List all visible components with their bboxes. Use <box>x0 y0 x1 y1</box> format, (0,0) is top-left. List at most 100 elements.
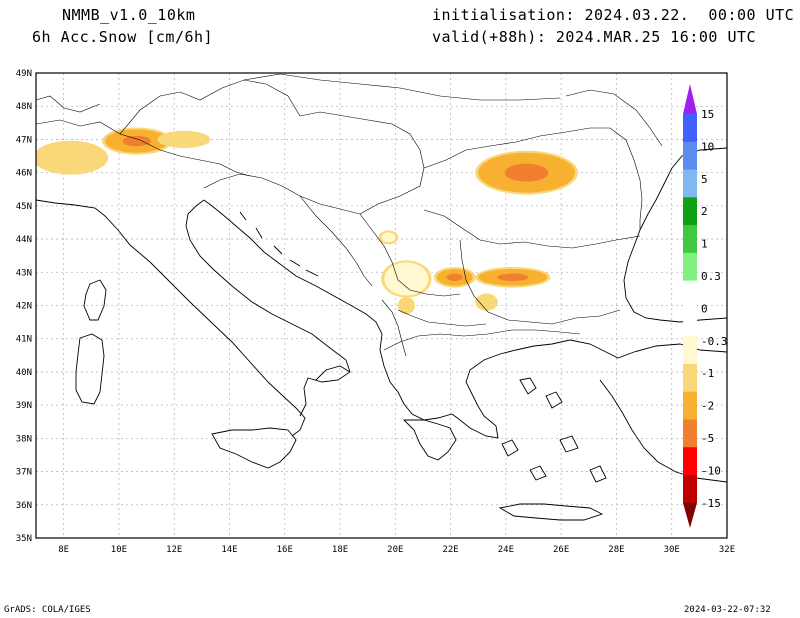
colorbar-segment <box>683 391 697 420</box>
init-time: initialisation: 2024.03.22. 00:00 UTC <box>432 6 795 24</box>
footer-timestamp: 2024-03-22-07:32 <box>684 605 771 615</box>
lon-tick-label: 22E <box>442 545 458 555</box>
colorbar-segment <box>683 252 697 282</box>
lon-tick-label: 24E <box>498 545 514 555</box>
lon-tick-label: 20E <box>387 545 403 555</box>
italy-east-coast <box>185 199 351 417</box>
lat-tick-label: 38N <box>16 434 32 444</box>
lat-tick-label: 41N <box>16 335 32 345</box>
border-austria-north <box>119 79 301 135</box>
valid-time: valid(+88h): 2024.MAR.25 16:00 UTC <box>432 28 757 46</box>
croatian-islands <box>239 211 319 277</box>
sicily <box>211 427 297 469</box>
colorbar-label: 2 <box>701 205 708 218</box>
aegean-island-3 <box>501 439 519 457</box>
footer-grads-credit: GrADS: COLA/IGES <box>4 605 91 615</box>
colorbar-label: -1 <box>701 367 714 380</box>
colorbar-segment <box>683 363 697 393</box>
colorbar: 15 10 5 2 1 0.3 0 -0.3 -1 -2 -5 -10 -15 <box>683 84 728 528</box>
sardinia <box>75 333 105 405</box>
lon-tick-label: 10E <box>111 545 127 555</box>
snow-area-alps-east <box>160 132 208 147</box>
snow-area-serbia-central <box>381 232 396 243</box>
snow-area-albania-north <box>400 298 412 313</box>
lon-tick-label: 18E <box>332 545 348 555</box>
colorbar-label: 5 <box>701 173 708 186</box>
lat-tick-label: 40N <box>16 368 32 378</box>
colorbar-label: 1 <box>701 238 708 251</box>
italy-gulf-taranto <box>315 365 351 381</box>
aegean-island-2 <box>545 391 563 409</box>
corsica <box>83 279 107 321</box>
lat-tick-label: 39N <box>16 401 32 411</box>
italy-west-coast <box>36 199 306 437</box>
snow-area-balkan-mountains-core <box>497 273 529 282</box>
lat-tick-label: 43N <box>16 268 32 278</box>
colorbar-label: 10 <box>701 140 714 153</box>
aegean-island-1 <box>519 377 537 395</box>
snow-area-serbia-south-core <box>446 273 463 282</box>
snow-area-dinaric-south <box>384 262 429 296</box>
colorbar-segment <box>683 308 697 337</box>
snow-area-alps-central-core <box>122 135 152 147</box>
lat-tick-label: 42N <box>16 302 32 312</box>
aegean-island-4 <box>559 435 579 453</box>
border-hungary <box>299 111 425 215</box>
colorbar-segment <box>683 225 697 254</box>
border-albania <box>381 299 407 357</box>
border-bulgaria <box>459 239 621 325</box>
lat-axis-labels: 35N 36N 37N 38N 39N 40N 41N 42N 43N 44N 45N 46N 47N 4… <box>16 69 32 544</box>
borders <box>36 73 663 357</box>
border-romania <box>423 127 643 230</box>
colorbar-segment <box>683 197 697 226</box>
colorbar-segment <box>683 169 697 198</box>
lon-tick-label: 14E <box>221 545 237 555</box>
snow-area-alps-west <box>36 142 106 173</box>
colorbar-segment <box>683 419 697 448</box>
lat-tick-label: 49N <box>16 69 32 79</box>
gridlines <box>36 73 727 538</box>
lat-tick-label: 46N <box>16 169 32 179</box>
colorbar-label: -10 <box>701 464 721 477</box>
coastlines <box>36 147 727 521</box>
colorbar-segment <box>683 475 697 504</box>
lon-tick-label: 32E <box>719 545 735 555</box>
border-macedonia <box>397 309 487 327</box>
lon-tick-label: 26E <box>553 545 569 555</box>
lon-tick-label: 8E <box>58 545 69 555</box>
border-serbia <box>359 213 461 297</box>
colorbar-label: -2 <box>701 400 714 413</box>
border-moldova-ukraine <box>565 89 663 147</box>
colorbar-bottom-arrow <box>683 502 697 528</box>
lon-axis-labels: 8E 10E 12E 14E 16E 18E 20E 22E 24E 26E 28E 30E 32E <box>58 545 735 555</box>
variable-title: 6h Acc.Snow [cm/6h] <box>32 28 214 46</box>
lon-tick-label: 12E <box>166 545 182 555</box>
colorbar-segment <box>683 114 697 143</box>
colorbar-segment <box>683 447 697 476</box>
border-slovenia-croatia <box>203 173 361 215</box>
lat-tick-label: 44N <box>16 235 32 245</box>
map-frame <box>35 72 728 539</box>
snow-layer <box>36 127 578 315</box>
border-slovakia <box>243 73 561 101</box>
colorbar-top-arrow <box>683 84 697 114</box>
colorbar-label: 0 <box>701 302 708 315</box>
border-bosnia <box>299 195 373 287</box>
lat-tick-label: 35N <box>16 534 32 544</box>
lon-tick-label: 28E <box>608 545 624 555</box>
balkan-coast <box>203 199 405 405</box>
crete <box>498 503 604 521</box>
colorbar-label: -15 <box>701 497 721 510</box>
colorbar-segment <box>683 141 697 171</box>
lat-tick-label: 45N <box>16 202 32 212</box>
border-danube <box>423 209 641 249</box>
colorbar-segment <box>683 280 697 309</box>
model-name: NMMB_v1.0_10km <box>62 6 196 24</box>
aegean-island-6 <box>589 465 607 483</box>
greece-coast <box>403 339 571 439</box>
colorbar-label: 0.3 <box>701 270 721 283</box>
lat-tick-label: 47N <box>16 135 32 145</box>
lon-tick-label: 30E <box>664 545 680 555</box>
lon-tick-label: 16E <box>277 545 293 555</box>
